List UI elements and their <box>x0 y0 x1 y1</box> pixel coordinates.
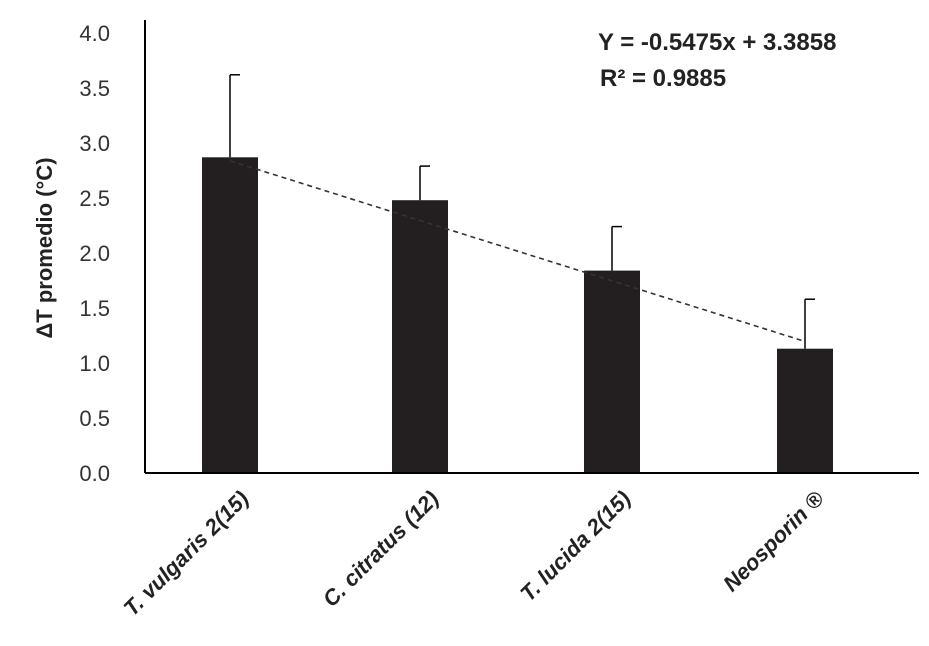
trendline-equation: Y = -0.5475x + 3.3858 <box>598 29 836 56</box>
y-axis-title: ΔT promedio (°C) <box>32 157 57 338</box>
trendline-group <box>229 160 806 343</box>
bar <box>777 348 833 473</box>
y-tick-label: 0.5 <box>79 406 110 431</box>
y-tick-label: 1.5 <box>79 296 110 321</box>
x-category-label: C. citratus (12) <box>318 486 444 612</box>
y-tick-label: 3.0 <box>79 131 110 156</box>
y-tick-label: 2.0 <box>79 241 110 266</box>
y-tick-label: 4.0 <box>79 21 110 46</box>
bar <box>392 200 448 473</box>
bar <box>584 270 640 473</box>
x-category-label: T. lucida 2(15) <box>515 486 635 606</box>
y-tick-label: 1.0 <box>79 351 110 376</box>
x-category-label: Neosporin ® <box>718 485 829 596</box>
bar <box>202 157 258 474</box>
r-squared-value: R² = 0.9885 <box>600 65 726 92</box>
y-tick-label: 0.0 <box>79 461 110 486</box>
trendline <box>229 160 806 343</box>
error-bars <box>229 74 815 349</box>
bars <box>202 157 833 474</box>
y-tick-label: 2.5 <box>79 186 110 211</box>
axes <box>144 20 919 474</box>
y-tick-label: 3.5 <box>79 76 110 101</box>
y-tick-labels: 0.0 0.5 1.0 1.5 2.0 2.5 3.0 3.5 4.0 <box>79 21 110 486</box>
x-category-labels: T. vulgaris 2(15) C. citratus (12) T. luci… <box>119 485 830 621</box>
x-category-label: T. vulgaris 2(15) <box>119 486 254 621</box>
